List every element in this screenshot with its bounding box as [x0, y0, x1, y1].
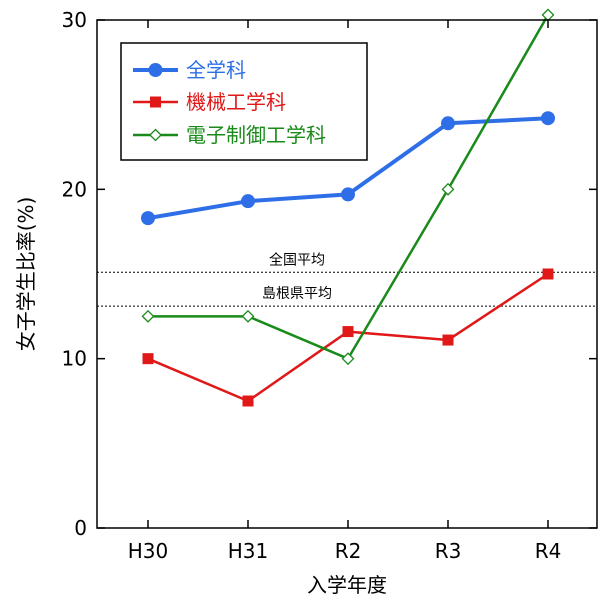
- data-point: [441, 182, 455, 196]
- y-tick-label: 30: [62, 8, 87, 32]
- data-point: [341, 187, 355, 202]
- data-point: [542, 268, 554, 280]
- y-tick-label: 10: [62, 347, 87, 371]
- data-point: [342, 326, 354, 338]
- series-diamond-open: [141, 8, 555, 366]
- x-tick-label: R2: [335, 539, 362, 563]
- data-point: [241, 194, 255, 209]
- legend-marker: [150, 96, 161, 108]
- series-circle: [141, 111, 555, 226]
- data-point: [442, 334, 454, 346]
- data-point: [241, 309, 255, 323]
- y-tick-label: 20: [62, 177, 87, 201]
- series-line: [147, 272, 549, 403]
- y-tick-label: 0: [74, 516, 87, 540]
- legend-label: 全学科: [186, 58, 246, 82]
- data-point: [341, 352, 355, 366]
- x-tick-label: R4: [535, 539, 562, 563]
- data-point: [242, 395, 254, 407]
- x-tick-label: R3: [435, 539, 462, 563]
- data-point: [441, 116, 455, 131]
- tick-layer: 0 10 20 30 H30 H31 R2 R3 R4: [62, 8, 597, 563]
- x-axis-title: 入学年度: [307, 573, 387, 597]
- y-axis-title: 女子学生比率(%): [14, 197, 38, 352]
- reference-line-label: 全国平均: [269, 251, 325, 268]
- x-tick-label: H30: [128, 539, 169, 563]
- legend-marker: [149, 128, 162, 142]
- series-layer: [141, 8, 555, 407]
- series-square: [142, 268, 554, 407]
- legend-label: 電子制御工学科: [186, 123, 326, 147]
- plot-frame: [96, 19, 598, 529]
- data-point: [141, 211, 155, 226]
- legend-marker: [148, 63, 163, 77]
- data-point: [141, 309, 155, 323]
- data-point: [142, 353, 154, 365]
- legend-label: 機械工学科: [186, 90, 286, 114]
- data-point: [541, 111, 555, 126]
- reference-line-label: 島根県平均: [262, 286, 332, 302]
- x-tick-label: H31: [228, 539, 269, 563]
- data-point: [541, 8, 555, 22]
